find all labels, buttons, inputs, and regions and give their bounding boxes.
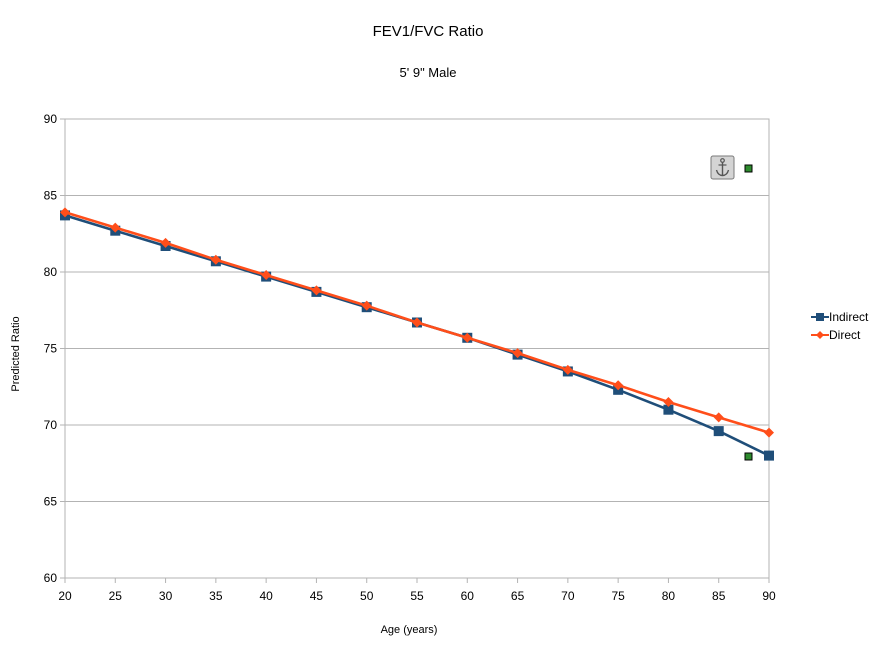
x-tick-label: 75 (611, 589, 625, 603)
legend-marker-indirect (816, 313, 824, 321)
x-tick-label: 35 (209, 589, 223, 603)
anchor-icon[interactable] (710, 155, 735, 180)
y-tick-label: 70 (44, 418, 58, 432)
series-line-indirect (64, 214, 770, 457)
legend-marker-direct (816, 331, 824, 339)
data-point-direct (60, 207, 70, 218)
data-point-direct (261, 270, 272, 281)
selection-handle-top[interactable] (744, 164, 753, 173)
x-tick-label: 85 (712, 589, 726, 603)
x-tick-label: 30 (159, 589, 173, 603)
data-point-indirect (764, 450, 774, 461)
legend-label-direct: Direct (829, 328, 861, 342)
x-tick-label: 50 (360, 589, 374, 603)
data-point-direct (713, 412, 724, 423)
y-tick-label: 80 (44, 265, 58, 279)
x-tick-label: 25 (109, 589, 123, 603)
x-tick-label: 65 (511, 589, 525, 603)
data-point-direct (512, 348, 523, 359)
chart-subtitle: 5' 9" Male (400, 65, 457, 80)
x-tick-label: 40 (259, 589, 273, 603)
legend-label-indirect: Indirect (829, 310, 869, 324)
data-point-direct (311, 285, 322, 296)
x-tick-label: 60 (461, 589, 475, 603)
data-point-direct (462, 332, 473, 343)
data-point-direct (613, 380, 624, 391)
x-tick-label: 20 (58, 589, 72, 603)
y-tick-label: 75 (44, 342, 58, 356)
y-tick-label: 60 (44, 571, 58, 585)
x-tick-label: 90 (762, 589, 776, 603)
series-group (60, 207, 774, 461)
x-tick-label: 55 (410, 589, 424, 603)
data-point-direct (412, 317, 422, 328)
x-tick-label: 45 (310, 589, 324, 603)
x-axis-ticks: 20 25 30 35 40 45 50 55 60 65 70 75 80 85 90 (58, 578, 776, 603)
data-point-direct (210, 254, 221, 265)
y-axis-ticks: 60 65 70 75 80 85 90 (44, 112, 65, 585)
data-point-direct (110, 222, 121, 233)
data-point-direct (663, 397, 674, 408)
data-point-direct (764, 427, 774, 438)
data-point-direct (160, 237, 171, 248)
selection-handle-bottom[interactable] (744, 452, 753, 461)
y-tick-label: 85 (44, 189, 58, 203)
x-tick-label: 70 (561, 589, 575, 603)
y-tick-label: 65 (44, 495, 58, 509)
data-point-direct (361, 300, 372, 311)
data-point-indirect (663, 404, 674, 415)
x-tick-label: 80 (662, 589, 676, 603)
data-point-direct (562, 364, 573, 375)
y-axis-label: Predicted Ratio (10, 316, 22, 391)
chart-title: FEV1/FVC Ratio (373, 23, 484, 40)
x-axis-label: Age (years) (381, 624, 438, 636)
legend: Indirect Direct (811, 310, 869, 342)
data-point-indirect (713, 426, 724, 437)
y-tick-label: 90 (44, 112, 58, 126)
gridlines (65, 118, 769, 579)
